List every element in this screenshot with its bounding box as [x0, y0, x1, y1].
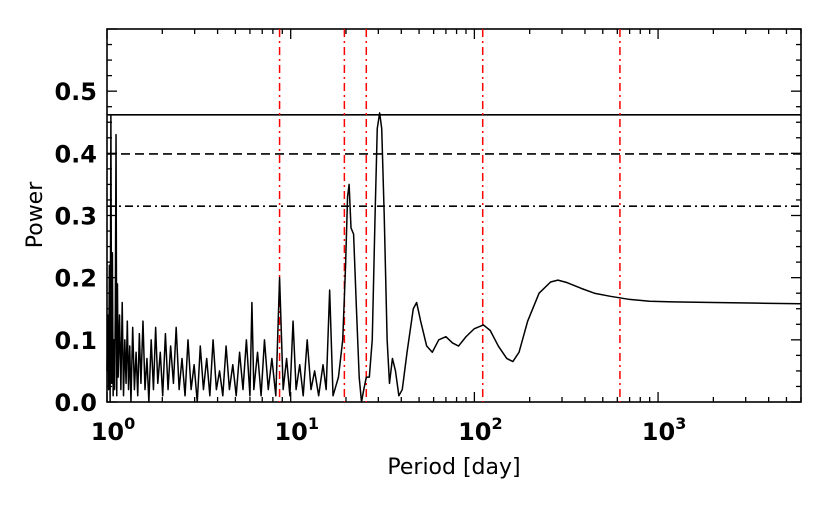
power-series-line	[106, 112, 802, 403]
x-tick-label: 103	[642, 414, 687, 446]
plot-frame	[106, 28, 802, 403]
y-tick-label: 0.5	[54, 78, 97, 106]
x-axis-label: Period [day]	[387, 455, 520, 480]
period-markers	[278, 29, 621, 402]
power-curve	[106, 112, 802, 403]
y-tick-label: 0.4	[54, 140, 97, 168]
y-axis-ticks: 0.0 0.1 0.2 0.3 0.4 0.5	[54, 28, 801, 417]
y-tick-label: 0.2	[54, 265, 97, 293]
y-tick-label: 0.1	[54, 327, 97, 355]
y-tick-label: 0.0	[54, 389, 97, 417]
significance-lines	[107, 113, 801, 207]
x-axis-ticks: 100 101 102 103	[91, 29, 802, 446]
y-tick-label: 0.3	[54, 203, 97, 231]
x-tick-label: 100	[91, 414, 136, 446]
x-tick-label: 102	[458, 414, 503, 446]
x-tick-label: 101	[274, 414, 319, 446]
y-axis-label: Power	[23, 181, 48, 248]
